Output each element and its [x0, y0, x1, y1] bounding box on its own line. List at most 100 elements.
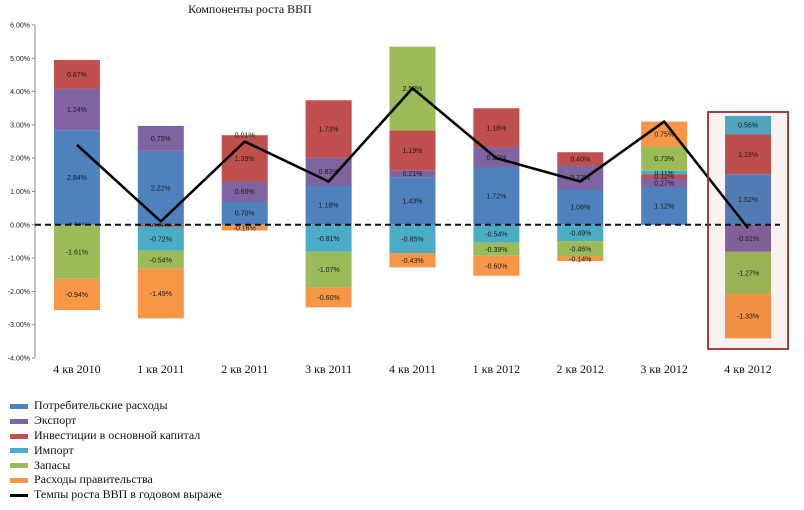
data-label: 0.75%: [151, 136, 171, 143]
data-label: 0.75%: [654, 132, 674, 139]
bar-segment: [725, 224, 772, 252]
bar-segment: [389, 224, 436, 254]
data-label: 1.12%: [654, 204, 674, 211]
data-label: -1.33%: [737, 314, 759, 321]
x-tick-label: 1 кв 2011: [137, 362, 184, 376]
data-label: -0.54%: [485, 231, 507, 238]
bar-segment: [389, 170, 436, 178]
data-label: -0.49%: [569, 230, 591, 237]
bar-segment: [305, 100, 352, 158]
data-label: 0.12%: [654, 174, 674, 181]
gdp-growth-line: [76, 86, 750, 229]
data-label: 0.60%: [235, 189, 255, 196]
bar-segment: [725, 294, 772, 339]
bar-segment: [221, 181, 268, 202]
bar-segment: [53, 59, 100, 89]
data-label: 1.19%: [403, 148, 423, 155]
bar-segment: [725, 115, 772, 135]
data-label: 0.27%: [654, 181, 674, 188]
data-label: -0.16%: [234, 225, 256, 232]
data-label: 0.21%: [403, 171, 423, 178]
y-tick-label: 3.00%: [10, 122, 30, 129]
bar-segment: [305, 251, 352, 288]
bar-segment: [557, 189, 604, 225]
data-label: -0.60%: [485, 263, 507, 270]
data-label: -0.46%: [569, 246, 591, 253]
y-tick-label: 0.00%: [10, 222, 30, 229]
data-label: -0.81%: [737, 236, 759, 243]
legend-item: Темпы роста ВВП в годовом выраже: [10, 487, 238, 502]
bar-segment: [557, 256, 604, 262]
x-tick-label: 3 кв 2011: [305, 362, 352, 376]
data-label: 1.52%: [738, 197, 758, 204]
chart-title: Компоненты роста ВВП: [188, 2, 312, 16]
bar-segment: [725, 134, 772, 175]
y-tick-label: -2.00%: [8, 289, 30, 296]
legend-item: Импорт: [10, 443, 238, 458]
data-label: 1.18%: [486, 125, 506, 132]
bar-segment: [557, 241, 604, 257]
y-tick-label: -1.00%: [8, 256, 30, 263]
bar-segment: [473, 167, 520, 225]
x-tick-label: 4 кв 2010: [53, 362, 101, 376]
data-label: -0.54%: [150, 257, 172, 264]
bar-segment: [137, 150, 184, 225]
bar-segment: [221, 201, 268, 225]
legend-item: Инвестиции в основной капитал: [10, 428, 238, 443]
data-label: 1.72%: [486, 194, 506, 201]
data-label: 0.73%: [654, 156, 674, 163]
highlight-box: [707, 111, 789, 350]
bar-segment: [473, 224, 520, 243]
data-label: 1.39%: [235, 156, 255, 163]
data-label: 0.70%: [235, 211, 255, 218]
bar-segment: [221, 225, 268, 231]
data-label: 2.22%: [151, 185, 171, 192]
bar-segment: [641, 174, 688, 179]
x-tick-label: 3 кв 2012: [640, 362, 688, 376]
data-label: 2.84%: [67, 175, 87, 182]
bar-segment: [53, 225, 100, 279]
y-tick-label: 2.00%: [10, 156, 30, 163]
bar-segment: [725, 251, 772, 295]
data-label: -0.81%: [318, 236, 340, 243]
legend-label: Экспорт: [34, 412, 77, 427]
data-label: -1.27%: [737, 270, 759, 277]
bar-segment: [305, 224, 352, 252]
legend-item: Экспорт: [10, 413, 238, 428]
data-label: -0.94%: [66, 292, 88, 299]
data-label: -0.39%: [485, 247, 507, 254]
legend-swatch: [10, 418, 28, 424]
data-label: -1.49%: [150, 291, 172, 298]
data-label: 0.72%: [570, 175, 590, 182]
data-label: 1.43%: [403, 198, 423, 205]
bar-segment: [557, 224, 604, 242]
legend-swatch: [10, 448, 28, 454]
data-label: -1.07%: [318, 267, 340, 274]
x-tick-label: 2 кв 2012: [557, 362, 605, 376]
bar-segment: [53, 278, 100, 311]
bar-segment: [473, 108, 520, 148]
bar-segment: [641, 170, 688, 175]
data-label: 1.19%: [738, 152, 758, 159]
bar-segment: [641, 178, 688, 188]
x-tick-label: 2 кв 2011: [221, 362, 268, 376]
bar-segment: [641, 187, 688, 225]
legend-label: Расходы правительства: [34, 472, 153, 487]
data-label: 0.56%: [738, 123, 758, 130]
y-tick-label: -3.00%: [8, 322, 30, 329]
bar-segment: [53, 88, 100, 131]
y-tick-label: 4.00%: [10, 89, 30, 96]
legend-label: Инвестиции в основной капитал: [34, 427, 201, 442]
legend-swatch: [10, 478, 28, 484]
data-label: 0.83%: [319, 169, 339, 176]
legend-item: Запасы: [10, 458, 238, 473]
bar-segment: [137, 125, 184, 151]
bar-segment: [473, 242, 520, 256]
bar-segment: [641, 146, 688, 171]
bar-segment: [305, 185, 352, 225]
data-label: 0.87%: [67, 72, 87, 79]
bar-segment: [473, 255, 520, 276]
x-tick-label: 4 кв 2012: [724, 362, 772, 376]
bar-segment: [725, 174, 772, 225]
